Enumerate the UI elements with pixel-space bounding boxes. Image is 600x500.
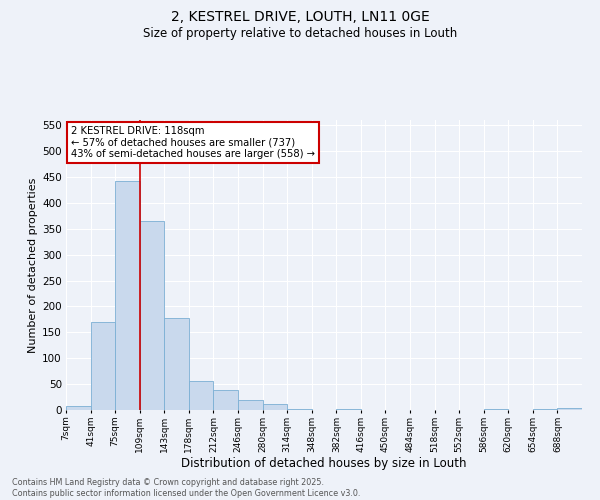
Bar [115, 180, 140, 410]
Bar [66, 406, 91, 410]
X-axis label: Distribution of detached houses by size in Louth: Distribution of detached houses by size … [181, 458, 467, 470]
Bar [238, 400, 263, 410]
Bar [263, 404, 287, 410]
Text: 2 KESTREL DRIVE: 118sqm
← 57% of detached houses are smaller (737)
43% of semi-d: 2 KESTREL DRIVE: 118sqm ← 57% of detache… [71, 126, 315, 159]
Text: Size of property relative to detached houses in Louth: Size of property relative to detached ho… [143, 28, 457, 40]
Text: 2, KESTREL DRIVE, LOUTH, LN11 0GE: 2, KESTREL DRIVE, LOUTH, LN11 0GE [170, 10, 430, 24]
Bar [164, 318, 189, 410]
Bar [484, 409, 508, 410]
Bar [189, 381, 214, 410]
Bar [140, 221, 164, 410]
Y-axis label: Number of detached properties: Number of detached properties [28, 178, 38, 352]
Bar [287, 409, 312, 410]
Bar [214, 390, 238, 410]
Text: Contains HM Land Registry data © Crown copyright and database right 2025.
Contai: Contains HM Land Registry data © Crown c… [12, 478, 361, 498]
Bar [557, 408, 582, 410]
Bar [91, 322, 115, 410]
